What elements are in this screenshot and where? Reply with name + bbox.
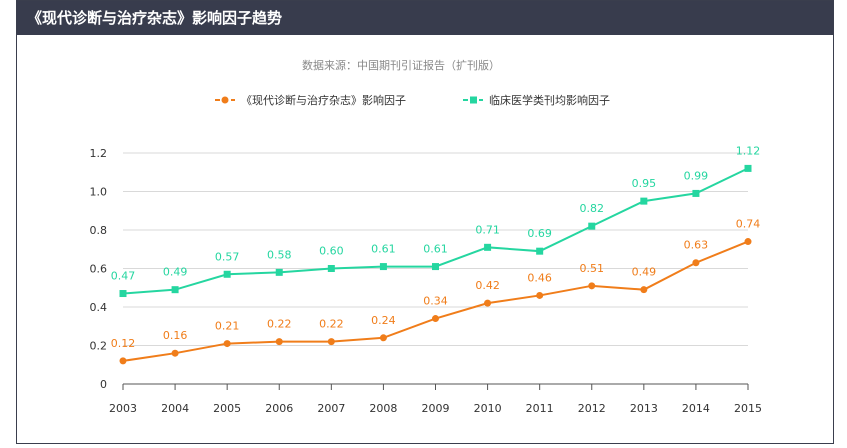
- series-group: 0.12 0.16 0.21 0.22 0.22 0.24 0.34 0.42 0.46 0.51…: [111, 144, 761, 365]
- line-chart: 数据来源：中国期刊引证报告（扩刊版） 《现代诊断与治疗杂志》影响因子 临床医学类刊…: [90, 58, 763, 415]
- y-axis: 0 0.2 0.4 0.6 0.8 1.0 1.2: [90, 147, 108, 391]
- y-tick-label: 1.2: [90, 147, 108, 160]
- data-point: [640, 286, 648, 294]
- gridlines: [123, 152, 748, 346]
- data-label: 0.63: [684, 239, 709, 252]
- data-label: 0.12: [111, 337, 136, 350]
- data-point: [536, 291, 544, 299]
- data-label: 0.99: [684, 169, 709, 182]
- chart-subtitle: 数据来源：中国期刊引证报告（扩刊版）: [302, 58, 500, 72]
- legend-label: 临床医学类刊均影响因子: [489, 93, 610, 107]
- data-point: [379, 334, 387, 342]
- data-label: 0.49: [632, 266, 657, 279]
- data-point: [640, 197, 648, 205]
- data-point: [275, 338, 283, 346]
- data-point: [432, 263, 439, 271]
- title-bar: 《现代诊断与治疗杂志》影响因子趋势: [17, 1, 833, 35]
- data-point: [692, 189, 700, 197]
- data-label: 0.22: [319, 318, 344, 331]
- data-point: [484, 299, 492, 307]
- data-point: [588, 282, 596, 290]
- series-1: 0.12 0.16 0.21 0.22 0.22 0.24 0.34 0.42 0.46 0.51…: [111, 218, 761, 365]
- data-label: 0.57: [215, 250, 240, 263]
- data-label: 0.60: [319, 245, 344, 258]
- x-tick-label: 2010: [474, 402, 502, 415]
- data-point: [171, 286, 179, 294]
- y-tick-label: 0: [100, 378, 107, 391]
- x-tick-label: 2008: [369, 402, 397, 415]
- data-point: [744, 238, 752, 246]
- x-tick-label: 2004: [161, 402, 189, 415]
- data-point: [327, 265, 335, 272]
- x-tick-label: 2006: [265, 402, 293, 415]
- y-tick-label: 0.4: [90, 301, 108, 314]
- x-tick-label: 2013: [630, 402, 658, 415]
- data-label: 0.61: [371, 243, 396, 256]
- chart-legend: 《现代诊断与治疗杂志》影响因子 临床医学类刊均影响因子: [215, 93, 610, 107]
- data-point: [692, 259, 700, 267]
- x-tick-label: 2011: [526, 402, 554, 415]
- data-label: 0.71: [475, 223, 500, 236]
- data-point: [484, 243, 492, 251]
- data-label: 0.24: [371, 314, 396, 327]
- y-tick-label: 1.0: [90, 186, 108, 199]
- x-tick-label: 2005: [213, 402, 241, 415]
- y-tick-label: 0.2: [90, 340, 108, 353]
- data-point: [327, 338, 335, 346]
- data-point: [744, 164, 752, 172]
- data-label: 0.42: [475, 279, 500, 292]
- data-label: 0.58: [267, 248, 292, 261]
- legend-marker: [221, 96, 229, 104]
- data-label: 0.69: [527, 227, 552, 240]
- data-label: 0.95: [632, 177, 657, 190]
- data-label: 1.12: [736, 144, 761, 157]
- data-point: [223, 270, 231, 278]
- data-label: 0.34: [423, 295, 448, 308]
- x-tick-label: 2012: [578, 402, 606, 415]
- y-tick-label: 0.6: [90, 263, 108, 276]
- data-label: 0.47: [111, 270, 136, 283]
- data-point: [588, 222, 596, 230]
- data-point: [223, 340, 231, 348]
- data-label: 0.49: [163, 266, 188, 279]
- x-tick-label: 2009: [422, 402, 450, 415]
- x-tick-label: 2007: [317, 402, 345, 415]
- series-2: 0.47 0.49 0.57 0.58 0.60 0.61 0.61 0.71 0.69 0.82…: [111, 144, 761, 298]
- data-point: [275, 268, 283, 276]
- legend-label: 《现代诊断与治疗杂志》影响因子: [241, 93, 406, 107]
- chart-panel: 《现代诊断与治疗杂志》影响因子趋势 数据来源：中国期刊引证报告（扩刊版） 《现代…: [16, 0, 834, 444]
- data-point: [536, 247, 544, 255]
- data-point: [432, 315, 439, 323]
- x-axis: 2003 2004 2005 2006 2007 2008 2009 2010 2011 2012…: [109, 383, 762, 415]
- data-label: 0.22: [267, 318, 292, 331]
- data-label: 0.74: [736, 218, 761, 231]
- data-point: [119, 357, 127, 365]
- x-tick-label: 2003: [109, 402, 137, 415]
- data-label: 0.46: [527, 271, 552, 284]
- data-label: 0.51: [580, 262, 605, 275]
- data-point: [119, 290, 127, 298]
- data-label: 0.61: [423, 243, 448, 256]
- x-tick-label: 2015: [734, 402, 762, 415]
- x-tick-label: 2014: [682, 402, 710, 415]
- data-point: [379, 263, 387, 271]
- data-label: 0.16: [163, 329, 188, 342]
- y-tick-label: 0.8: [90, 224, 108, 237]
- data-point: [171, 349, 179, 357]
- page-title: 《现代诊断与治疗杂志》影响因子趋势: [27, 9, 283, 27]
- data-label: 0.21: [215, 320, 240, 333]
- data-label: 0.82: [580, 202, 605, 215]
- legend-marker: [470, 96, 477, 104]
